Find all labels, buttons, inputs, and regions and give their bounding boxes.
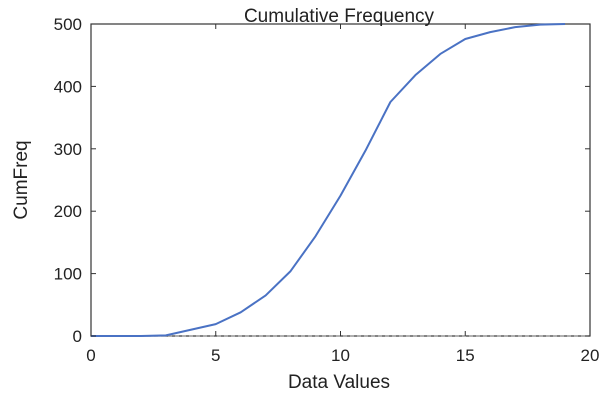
y-tick-label: 400 (54, 77, 82, 96)
y-tick-label: 300 (54, 140, 82, 159)
x-tick-label: 0 (86, 346, 95, 365)
x-tick-label: 20 (581, 346, 600, 365)
x-axis-title: Data Values (288, 372, 390, 393)
y-axis-title: CumFreq (11, 140, 32, 219)
x-tick-label: 15 (456, 346, 475, 365)
y-tick-label: 0 (73, 327, 82, 346)
chart-title: Cumulative Frequency (244, 6, 435, 27)
x-tick-label: 10 (331, 346, 350, 365)
y-tick-label: 500 (54, 15, 82, 34)
series-line-0 (91, 23, 566, 337)
x-tick-label: 5 (211, 346, 220, 365)
y-tick-label: 100 (54, 265, 82, 284)
plot-area (90, 23, 591, 337)
y-tick-label: 200 (54, 202, 82, 221)
